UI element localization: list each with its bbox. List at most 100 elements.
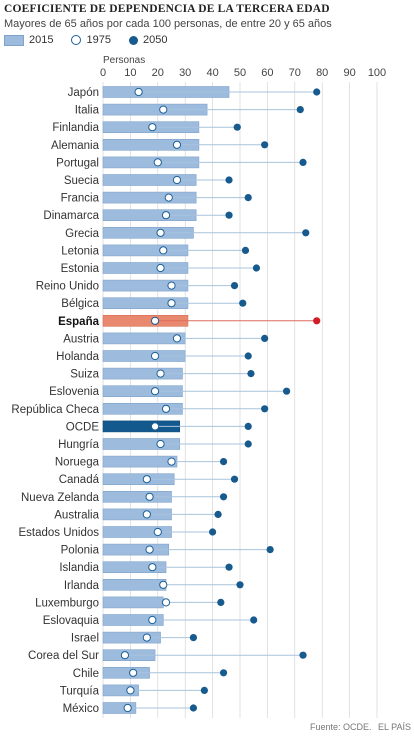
point-2050 — [239, 299, 247, 307]
point-1975 — [120, 651, 130, 660]
category-label: Corea del Sur — [28, 650, 99, 662]
chart-subtitle: Mayores de 65 años por cada 100 personas… — [4, 18, 332, 30]
point-2050 — [189, 634, 198, 642]
point-2050 — [302, 229, 310, 237]
legend-label-2015: 2015 — [29, 34, 54, 46]
bar-2015 — [102, 332, 186, 345]
point-2050 — [244, 194, 252, 202]
point-2050 — [296, 106, 304, 114]
point-1975 — [156, 439, 165, 449]
category-label: Canadá — [59, 474, 100, 486]
point-1975 — [153, 158, 162, 167]
point-1975 — [150, 316, 160, 325]
point-2050 — [261, 334, 269, 342]
category-label: Australia — [54, 509, 99, 521]
point-1975 — [150, 351, 160, 361]
point-1975 — [126, 686, 135, 695]
point-1975 — [161, 598, 171, 607]
point-1975 — [156, 228, 165, 237]
category-label: Portugal — [56, 157, 99, 169]
point-2050 — [217, 598, 225, 607]
point-1975 — [145, 545, 154, 554]
category-label: Polonia — [61, 545, 100, 557]
point-1975 — [159, 105, 168, 114]
x-tick-label: 20 — [152, 67, 164, 79]
legend-item-2015: 2015 — [4, 34, 53, 46]
category-label: República Checa — [11, 404, 99, 416]
x-tick-label: 40 — [206, 67, 218, 79]
point-1975 — [159, 580, 168, 589]
category-label: Grecia — [65, 228, 99, 240]
x-tick-label: 70 — [289, 67, 301, 79]
point-1975 — [167, 299, 176, 308]
point-1975 — [129, 668, 138, 677]
chart-title: COEFICIENTE DE DEPENDENCIA DE LA TERCERA… — [4, 3, 330, 15]
point-2050 — [250, 616, 258, 624]
source-note: Fuente: OCDE. — [310, 722, 372, 732]
x-axis-title: Personas — [103, 55, 145, 66]
category-label: Chile — [73, 668, 99, 680]
point-1975 — [148, 563, 157, 572]
category-label: Luxemburgo — [35, 597, 99, 609]
point-1975 — [161, 404, 171, 413]
point-1975 — [142, 475, 151, 484]
category-label: Suiza — [70, 369, 99, 381]
point-2050 — [261, 141, 269, 149]
point-1975 — [134, 87, 143, 97]
category-label: Israel — [71, 633, 99, 645]
x-tick-label: 80 — [316, 67, 328, 79]
category-label: Austria — [63, 333, 99, 345]
point-2050 — [225, 563, 233, 571]
point-2050 — [241, 246, 250, 254]
point-2050 — [230, 475, 239, 483]
category-label: Bélgica — [61, 298, 99, 310]
category-label: Alemania — [51, 140, 100, 152]
point-2050 — [225, 176, 233, 184]
point-2050 — [200, 686, 208, 695]
legend-swatch-bar — [4, 34, 24, 46]
point-1975 — [159, 246, 168, 255]
point-1975 — [150, 387, 160, 396]
category-label: Eslovenia — [49, 386, 99, 398]
category-label: Hungría — [58, 439, 100, 451]
point-1975 — [172, 140, 182, 149]
point-2050 — [299, 651, 307, 659]
category-label: Francia — [61, 193, 100, 205]
x-tick-label: 0 — [100, 67, 106, 79]
point-2050 — [261, 405, 269, 413]
publisher-credit: EL PAÍS — [378, 722, 412, 732]
point-1975 — [150, 422, 160, 431]
point-1975 — [167, 457, 176, 466]
x-tick-label: 100 — [368, 67, 386, 79]
category-label: Estonia — [61, 263, 100, 275]
point-1975 — [156, 369, 165, 378]
point-2050 — [282, 387, 291, 395]
legend-item-2050: 2050 — [128, 34, 167, 46]
category-label: Letonia — [61, 245, 99, 257]
category-label: Finlandia — [52, 122, 99, 134]
point-2050 — [266, 546, 274, 554]
category-label: Dinamarca — [43, 210, 99, 222]
category-label: México — [63, 703, 99, 715]
category-label: Italia — [75, 105, 100, 117]
legend-swatch-filled-circle — [128, 35, 138, 45]
point-1975 — [172, 334, 182, 343]
point-2050 — [236, 581, 244, 589]
point-1975 — [145, 492, 154, 501]
point-2050 — [247, 370, 255, 378]
category-label: Turquía — [60, 685, 100, 697]
category-label: Holanda — [56, 351, 99, 363]
point-2050 — [225, 211, 233, 219]
point-2050 — [219, 669, 228, 677]
point-2050 — [244, 440, 252, 448]
legend-item-1975: 1975 — [71, 34, 111, 46]
bar-2015 — [102, 455, 178, 468]
category-label: Reino Unido — [36, 281, 99, 293]
category-label: Irlanda — [64, 580, 100, 592]
point-2050 — [299, 158, 307, 166]
category-label: OCDE — [66, 421, 100, 433]
point-2050 — [189, 704, 198, 712]
x-tick-label: 10 — [124, 67, 136, 79]
